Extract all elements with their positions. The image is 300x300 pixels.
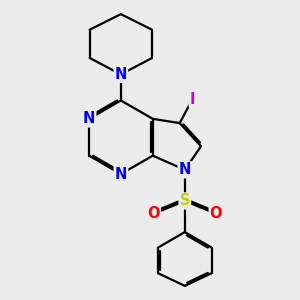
Text: N: N [115,167,127,182]
Text: N: N [115,67,127,82]
Text: N: N [83,111,95,126]
Text: O: O [210,206,222,221]
Text: O: O [147,206,160,221]
Text: N: N [178,162,191,177]
Text: I: I [190,92,195,106]
Text: S: S [180,194,190,208]
